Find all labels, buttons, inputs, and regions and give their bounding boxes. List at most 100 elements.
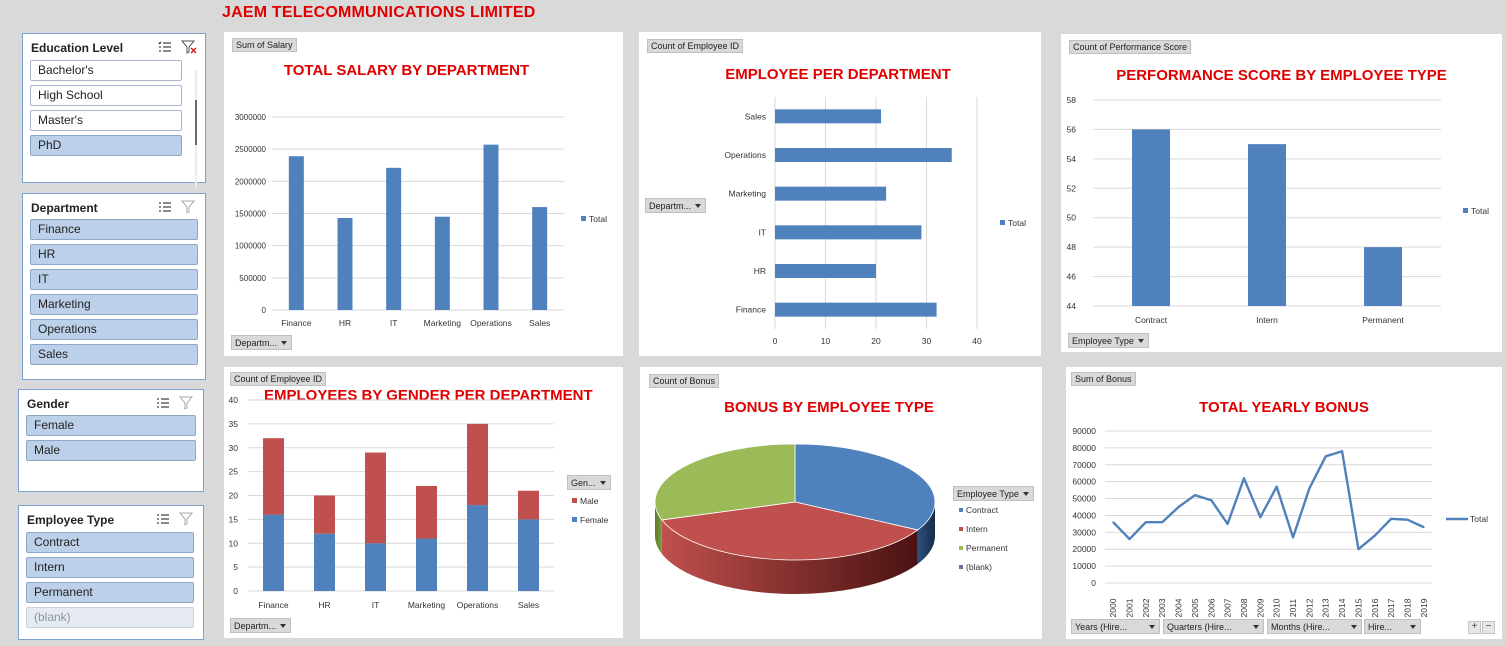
bar <box>775 109 882 124</box>
field-button-months[interactable]: Months (Hire... <box>1267 619 1362 634</box>
data-point <box>1145 521 1147 523</box>
chart-panel-performance[interactable]: Count of Performance Score PERFORMANCE S… <box>1061 34 1502 352</box>
legend-label: Contract <box>966 505 999 515</box>
y-tick-label: 40000 <box>1072 510 1096 520</box>
slicer-item-employee-type[interactable]: Permanent <box>26 582 194 603</box>
slicer-item-gender[interactable]: Male <box>26 440 196 461</box>
pivot-value-tag: Sum of Salary <box>232 38 297 52</box>
slicer-item-employee-type[interactable]: Contract <box>26 532 194 553</box>
slicer-item-department[interactable]: Finance <box>30 219 198 240</box>
x-tick-label: 2006 <box>1206 598 1216 617</box>
bar-segment <box>416 538 437 591</box>
bar <box>1364 247 1402 306</box>
data-point <box>1292 536 1294 539</box>
legend-marker <box>1463 208 1468 213</box>
slicer-item-employee-type[interactable]: Intern <box>26 557 194 578</box>
slicer-item-education[interactable]: PhD <box>30 135 182 156</box>
y-tick-label: 5 <box>233 562 238 572</box>
y-tick-label: 44 <box>1067 301 1077 311</box>
slicer-item-department[interactable]: Sales <box>30 344 198 365</box>
slicer-item-department[interactable]: IT <box>30 269 198 290</box>
bar-segment <box>263 514 284 591</box>
field-button-quarters[interactable]: Quarters (Hire... <box>1163 619 1264 634</box>
x-tick-label: 10 <box>821 336 831 346</box>
pie-slice <box>661 501 919 561</box>
x-tick-label: 2018 <box>1402 598 1412 617</box>
slicer-item-education[interactable]: Bachelor's <box>30 60 182 81</box>
clear-filter-icon[interactable] <box>181 39 197 55</box>
y-tick-label: Sales <box>745 111 766 121</box>
field-button-employee-type[interactable]: Employee Type <box>1068 333 1149 348</box>
multi-select-icon[interactable] <box>157 39 173 55</box>
clear-filter-icon[interactable] <box>179 511 195 527</box>
slicer-item-department[interactable]: Marketing <box>30 294 198 315</box>
bar-segment <box>467 505 488 591</box>
y-tick-label: IT <box>758 227 766 237</box>
zoom-out-icon[interactable]: − <box>1482 621 1495 634</box>
legend-label: Total <box>1470 514 1488 524</box>
multi-select-icon[interactable] <box>155 511 171 527</box>
chart-panel-gender[interactable]: Count of Employee ID EMPLOYEES BY GENDER… <box>224 367 623 638</box>
zoom-in-icon[interactable]: + <box>1468 621 1481 634</box>
legend-label: Female <box>580 515 609 525</box>
legend-marker <box>581 216 586 221</box>
data-point <box>1226 523 1229 525</box>
data-point <box>1128 538 1131 540</box>
field-button-department[interactable]: Departm... <box>231 335 293 350</box>
chart-panel-employees[interactable]: Count of Employee ID EMPLOYEE PER DEPART… <box>639 32 1041 356</box>
x-tick-label: 2008 <box>1239 598 1249 617</box>
multi-select-icon[interactable] <box>155 395 171 411</box>
x-tick-label: 2016 <box>1370 598 1380 617</box>
bar <box>288 156 304 310</box>
slicer-item-employee-type[interactable]: (blank) <box>26 607 194 628</box>
y-tick-label: 56 <box>1067 124 1077 134</box>
bar <box>386 167 402 310</box>
legend-marker <box>1000 220 1005 225</box>
x-tick-label: Sales <box>518 600 539 610</box>
bar <box>775 302 937 317</box>
x-tick-label: 40 <box>972 336 982 346</box>
slicer-scrollbar[interactable] <box>191 70 201 188</box>
y-tick-label: 30000 <box>1072 527 1096 537</box>
slicer-education-level: Education Level Bachelor's High School Mas… <box>22 33 206 188</box>
y-tick-label: 58 <box>1067 95 1077 105</box>
slicer-employee-type: Employee Type Contract Intern Permanent (bl… <box>18 505 204 640</box>
bar <box>337 218 353 310</box>
bar-segment <box>518 519 539 591</box>
chart-panel-salary[interactable]: Sum of Salary TOTAL SALARY BY DEPARTMENT… <box>224 32 623 356</box>
x-tick-label: 2010 <box>1272 598 1282 617</box>
y-tick-label: 15 <box>229 514 239 524</box>
legend-field-button-gender[interactable]: Gen... <box>567 475 611 490</box>
slicer-title: Department <box>31 201 98 215</box>
slicer-item-gender[interactable]: Female <box>26 415 196 436</box>
field-button-department[interactable]: Departm... <box>230 618 292 633</box>
legend-label: Total <box>589 214 607 224</box>
x-tick-label: 0 <box>773 336 778 346</box>
chart-panel-bonus-type[interactable]: Count of Bonus BONUS BY EMPLOYEE TYPE Co… <box>640 367 1042 639</box>
x-tick-label: Contract <box>1135 315 1168 325</box>
slicer-item-education[interactable]: Master's <box>30 110 182 131</box>
x-tick-label: 2001 <box>1125 598 1135 617</box>
bar <box>1132 129 1170 306</box>
dashboard-title: JAEM TELECOMMUNICATIONS LIMITED <box>222 4 536 21</box>
legend-field-button-employee-type[interactable]: Employee Type <box>953 486 1034 501</box>
y-tick-label: 70000 <box>1072 460 1096 470</box>
x-tick-label: Marketing <box>424 318 462 328</box>
y-tick-label: 52 <box>1067 183 1077 193</box>
slicer-item-education[interactable]: High School <box>30 85 182 106</box>
field-button-years[interactable]: Years (Hire... <box>1071 619 1160 634</box>
multi-select-icon[interactable] <box>157 199 173 215</box>
chart-title: TOTAL SALARY BY DEPARTMENT <box>283 62 530 79</box>
x-tick-label: IT <box>390 318 398 328</box>
field-button-hire-date[interactable]: Hire... <box>1364 619 1421 634</box>
slicer-item-department[interactable]: HR <box>30 244 198 265</box>
y-tick-label: 10000 <box>1072 561 1096 571</box>
clear-filter-icon[interactable] <box>181 199 197 215</box>
chart-panel-yearly-bonus[interactable]: Sum of Bonus TOTAL YEARLY BONUS 0 10000 20… <box>1066 367 1502 639</box>
clear-filter-icon[interactable] <box>179 395 195 411</box>
series-line <box>1112 450 1425 551</box>
data-point <box>1161 521 1164 523</box>
slicer-item-department[interactable]: Operations <box>30 319 198 340</box>
field-button-department[interactable]: Departm... <box>645 198 707 213</box>
y-tick-label: 3000000 <box>235 113 267 122</box>
